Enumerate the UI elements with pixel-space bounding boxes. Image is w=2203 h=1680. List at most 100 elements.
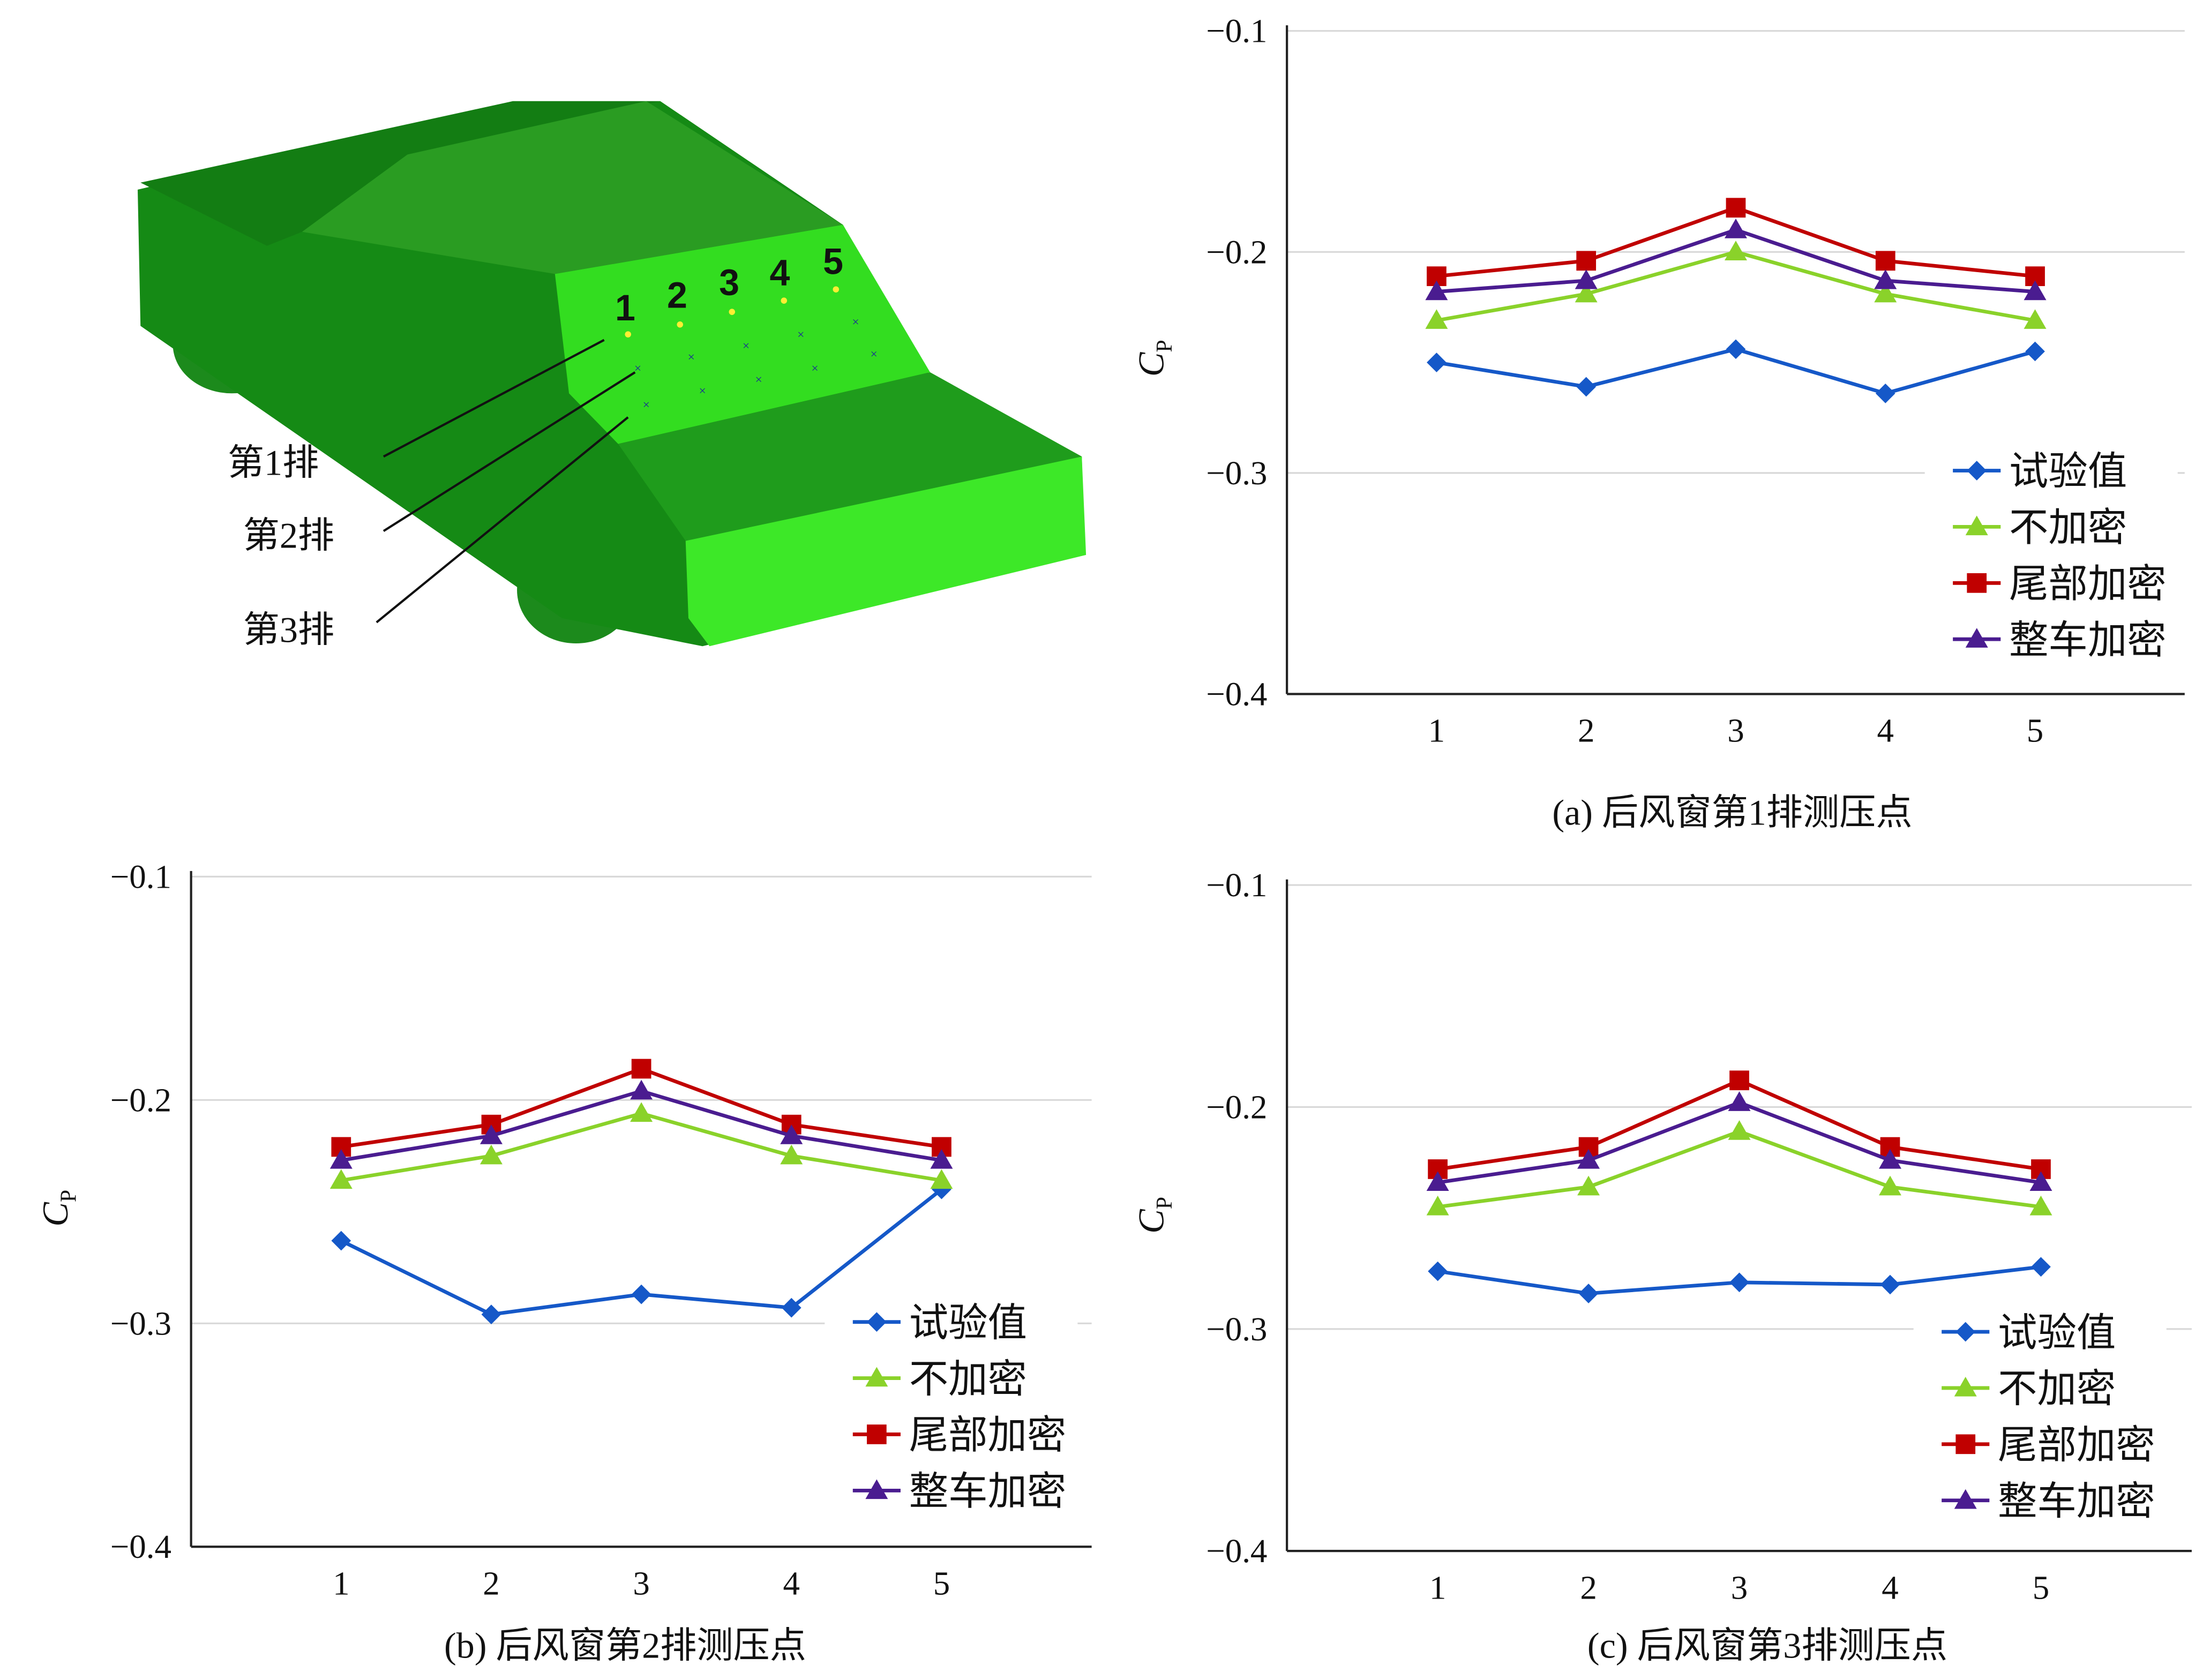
data-point — [1425, 280, 1448, 301]
legend-marker — [865, 1367, 888, 1387]
data-point — [1577, 1149, 1600, 1169]
pressure-point-row1 — [729, 309, 736, 315]
data-point — [1879, 1149, 1901, 1169]
y-tick-label: −0.4 — [1206, 675, 1267, 712]
legend-marker — [1954, 1489, 1977, 1509]
data-point — [329, 1149, 353, 1169]
legend-marker — [1955, 1434, 1976, 1454]
pressure-point-row1 — [781, 297, 788, 304]
data-point — [1879, 1175, 1901, 1196]
y-axis-label-main: C — [1130, 351, 1171, 377]
chart-c: −0.1 −0.2 −0.3 −0.4 1 2 3 4 5 CP (c) 后风窗第3排测压点 试验值不… — [1130, 866, 2192, 1666]
data-point — [481, 1304, 501, 1324]
data-point — [1427, 352, 1447, 372]
pressure-point-x: × — [743, 339, 750, 353]
x-tick-label: 2 — [483, 1564, 499, 1602]
data-point — [2029, 1171, 2052, 1191]
data-point — [930, 1149, 953, 1169]
point-number-label: 1 — [615, 288, 635, 328]
data-point — [1726, 339, 1746, 359]
data-point — [631, 1284, 651, 1304]
data-point — [479, 1144, 503, 1165]
point-number-label: 5 — [823, 241, 843, 282]
x-tick-label: 4 — [1882, 1569, 1898, 1606]
x-tick-label: 5 — [933, 1564, 950, 1602]
point-number-label: 4 — [769, 252, 790, 293]
pressure-point-x: × — [634, 362, 641, 376]
car-model-illustration — [137, 101, 1086, 647]
y-axis-label-main: C — [35, 1202, 76, 1227]
pressure-point-x: × — [699, 384, 706, 398]
data-point — [1728, 1091, 1751, 1111]
row-label: 第1排 — [228, 442, 319, 483]
x-tick-label: 2 — [1578, 712, 1594, 749]
point-number-label: 2 — [667, 275, 687, 316]
chart-a: −0.1 −0.2 −0.3 −0.4 1 2 3 4 5 CP (a) 后风窗第1排测压点 试验值不… — [1130, 12, 2185, 832]
y-tick-label: −0.3 — [1206, 1310, 1267, 1348]
legend-label: 整车加密 — [1998, 1480, 2155, 1523]
data-point — [1724, 241, 1747, 261]
y-axis-label-subscript: P — [1152, 1197, 1177, 1209]
data-point — [1875, 251, 1895, 271]
series-exp — [1427, 339, 2045, 403]
legend-marker — [867, 1312, 887, 1332]
chart-caption: (b) 后风窗第2排测压点 — [444, 1625, 806, 1666]
pressure-point-x: × — [643, 398, 650, 412]
series-full — [1426, 1091, 2052, 1191]
y-tick-label: −0.2 — [110, 1081, 171, 1119]
legend-label: 尾部加密 — [909, 1414, 1067, 1457]
data-point — [2031, 1257, 2051, 1277]
y-tick-label: −0.1 — [110, 858, 171, 895]
point-number-label: 3 — [719, 262, 739, 303]
legend-label: 尾部加密 — [2009, 562, 2167, 606]
x-tick-label: 1 — [333, 1564, 349, 1602]
pressure-point-x: × — [870, 348, 877, 362]
data-point — [2029, 1195, 2052, 1216]
rear-face — [685, 456, 1086, 647]
legend-label: 试验值 — [909, 1301, 1027, 1345]
trunk-lid — [618, 372, 1082, 541]
data-point — [1729, 1070, 1749, 1091]
x-tick-label: 4 — [1877, 712, 1894, 749]
data-point — [1728, 1120, 1751, 1140]
x-tick-label: 5 — [2033, 1569, 2049, 1606]
legend-label: 不加密 — [909, 1358, 1027, 1401]
data-point — [1874, 269, 1897, 289]
data-point — [1577, 1175, 1600, 1196]
pressure-points: × × × × × × × × × × — [625, 286, 878, 412]
y-axis-label: CP — [1130, 1197, 1177, 1234]
data-point — [1576, 251, 1597, 271]
data-point — [2025, 341, 2045, 362]
data-point — [1724, 219, 1747, 238]
row-label: 第2排 — [243, 515, 334, 556]
x-tick-label: 1 — [1429, 1569, 1446, 1606]
series-exp — [1428, 1257, 2051, 1303]
series-tail — [331, 1059, 951, 1157]
pressure-point-row1 — [625, 331, 631, 338]
data-point — [1575, 282, 1598, 303]
series-none — [1425, 241, 2047, 329]
x-tick-label: 3 — [1727, 712, 1744, 749]
data-point — [1576, 377, 1597, 397]
x-tick-label: 3 — [633, 1564, 649, 1602]
pressure-point-x: × — [797, 328, 804, 342]
data-point — [1428, 1261, 1448, 1281]
x-tick-label: 5 — [2027, 712, 2043, 749]
legend-background — [825, 1294, 1078, 1526]
y-tick-label: −0.2 — [1206, 233, 1267, 271]
legend-label: 尾部加密 — [1998, 1423, 2155, 1467]
y-tick-label: −0.4 — [1206, 1532, 1267, 1570]
data-point — [1426, 1195, 1449, 1216]
y-axis-label-subscript: P — [57, 1190, 81, 1202]
data-point — [479, 1124, 503, 1144]
series-line — [1436, 228, 2035, 294]
legend-background — [1913, 1303, 2167, 1536]
data-point — [1575, 269, 1598, 289]
series-line — [1437, 1100, 2041, 1184]
y-tick-label: −0.1 — [1206, 12, 1267, 50]
